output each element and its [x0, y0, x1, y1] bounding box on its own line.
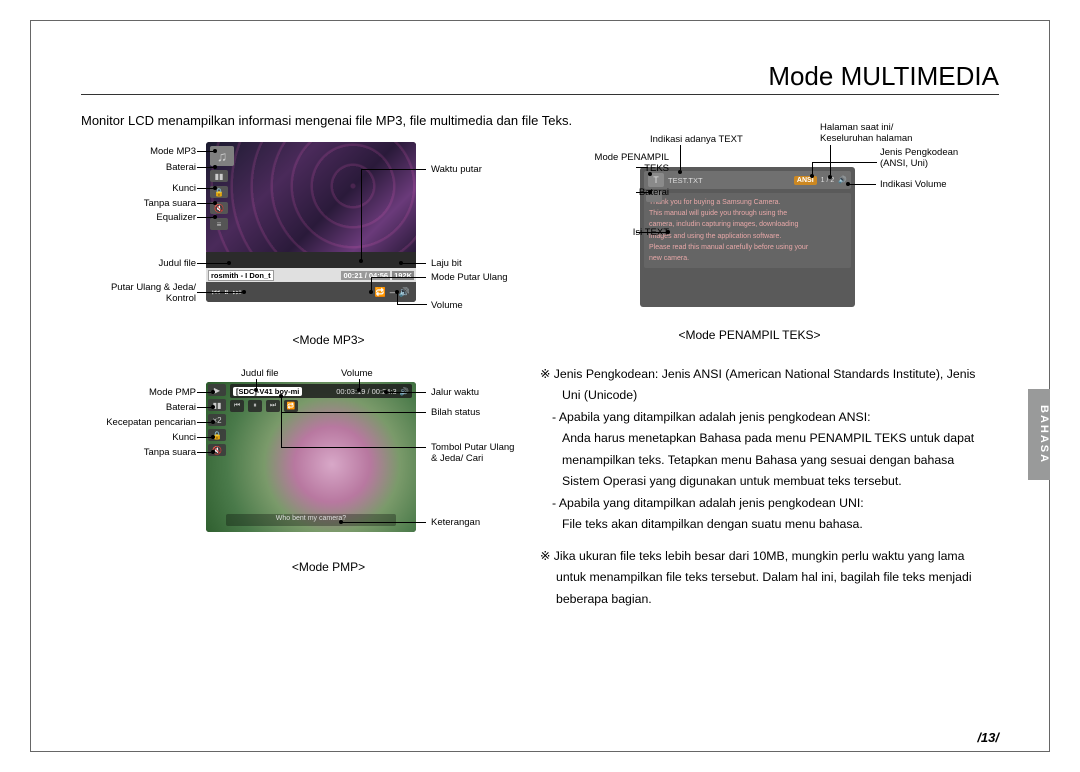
lbl-volume: Volume: [431, 300, 463, 311]
lbl-pausesearch: & Jeda/ Cari: [431, 453, 483, 464]
note-line: Anda harus menetapkan Bahasa pada menu P…: [562, 431, 974, 445]
mp3-time: 00:21 / 04:56: [341, 271, 390, 280]
lbl-encoding2: (ANSI, Uni): [880, 158, 928, 169]
lbl-statusbar: Bilah status: [431, 407, 480, 418]
pmp-filename: [SDC]-V41 boy-mi: [233, 387, 302, 396]
pmp-pause-icon: ⏸: [248, 400, 262, 412]
txt-line: This manual will guide you through using…: [649, 208, 846, 219]
lbl-file: Judul file: [159, 258, 197, 269]
txt-line: Thank you for buying a Samsung Camera.: [649, 197, 846, 208]
lbl-bitrate: Laju bit: [431, 258, 462, 269]
mp3-diagram: ♫ ▮▮ 🔒 🔇 ≡ rosmith - I Don_t 00:21 / 04:…: [81, 142, 516, 327]
lbl-mp3-mode: Mode MP3: [150, 146, 196, 157]
lbl-control: Kontrol: [166, 293, 196, 304]
battery-icon: ▮▮: [210, 170, 228, 182]
txt-body: Thank you for buying a Samsung Camera. T…: [644, 193, 851, 268]
lbl-repeatplay: Tombol Putar Ulang: [431, 442, 514, 453]
pmp-diagram: ▶ ▮▮ ×2 🔒 🔇 [SDC]-V41 boy-mi 00:03:19 / …: [81, 382, 516, 552]
pmp-subtitle: Who bent my camera?: [226, 514, 396, 526]
lbl-curpage: Halaman saat ini/: [820, 122, 893, 133]
note-line: Uni (Unicode): [562, 388, 637, 402]
mp3-bitrate: 192K: [392, 271, 414, 280]
lbl-pmp-speed: Kecepatan pencarian: [106, 417, 196, 428]
lbl-replay: Putar Ulang & Jeda/: [111, 282, 196, 293]
encoding-notes: ※ Jenis Pengkodean: Jenis ANSI (American…: [540, 366, 999, 608]
lbl-pmp-volume: Volume: [341, 368, 373, 379]
note-line: - Apabila yang ditampilkan adalah jenis …: [552, 410, 871, 424]
txt-line: new camera.: [649, 253, 846, 264]
txt-header: T TEST.TXT ANSI 1 / 2 🔊: [644, 171, 851, 189]
page-title: Mode MULTIMEDIA: [81, 61, 999, 95]
lbl-pmp-file: Judul file: [241, 368, 279, 379]
txt-line: images and using the application softwar…: [649, 231, 846, 242]
lbl-encoding: Jenis Pengkodean: [880, 147, 958, 158]
lbl-pmp-mute: Tanpa suara: [144, 447, 196, 458]
txt-screen: T TEST.TXT ANSI 1 / 2 🔊 Thank you for bu…: [640, 167, 855, 307]
txt-line: camera, includin capturing images, downl…: [649, 219, 846, 230]
mp3-screen: ♫ ▮▮ 🔒 🔇 ≡ rosmith - I Don_t 00:21 / 04:…: [206, 142, 416, 302]
lbl-playtime: Waktu putar: [431, 164, 482, 175]
pmp-prev-icon: ⏮: [230, 400, 244, 412]
mp3-art: [206, 142, 416, 252]
lbl-allpage: Keseluruhan halaman: [820, 133, 912, 144]
mp3-song-title: rosmith - I Don_t: [208, 270, 274, 281]
note-line: ※ Jika ukuran file teks lebih besar dari…: [540, 549, 965, 563]
note-line: untuk menampilkan file teks tersebut. Da…: [556, 570, 972, 584]
repeat-icon: 🔁: [375, 287, 386, 298]
pmp-caption: <Mode PMP>: [141, 560, 516, 574]
txt-line: Please read this manual carefully before…: [649, 242, 846, 253]
lbl-pmp-battery: Baterai: [166, 402, 196, 413]
txt-filename: TEST.TXT: [668, 176, 703, 185]
txt-caption: <Mode PENAMPIL TEKS>: [500, 328, 999, 342]
page-frame: BAHASA /13/ Mode MULTIMEDIA Monitor LCD …: [30, 20, 1050, 752]
lbl-caption: Keterangan: [431, 517, 480, 528]
lbl-txt-mode: Mode PENAMPIL: [595, 152, 669, 163]
note-line: menampilkan teks. Tetapkan menu Bahasa y…: [562, 453, 954, 467]
mp3-caption: <Mode MP3>: [141, 333, 516, 347]
vol-icon: —🔊: [390, 287, 410, 298]
page-number: /13/: [977, 730, 999, 745]
pmp-screen: ▶ ▮▮ ×2 🔒 🔇 [SDC]-V41 boy-mi 00:03:19 / …: [206, 382, 416, 532]
lbl-lock: Kunci: [172, 183, 196, 194]
lbl-repeat: Mode Putar Ulang: [431, 272, 508, 283]
lbl-pmp-mode: Mode PMP: [149, 387, 196, 398]
lbl-volind: Indikasi Volume: [880, 179, 947, 190]
pmp-repeat-icon: 🔁: [284, 400, 298, 412]
note-line: - Apabila yang ditampilkan adalah jenis …: [552, 496, 864, 510]
side-tab: BAHASA: [1028, 389, 1050, 480]
lbl-battery: Baterai: [166, 162, 196, 173]
txt-diagram: T TEST.TXT ANSI 1 / 2 🔊 Thank you for bu…: [540, 142, 999, 322]
lbl-mute: Tanpa suara: [144, 198, 196, 209]
lbl-pmp-lock: Kunci: [172, 432, 196, 443]
pmp-vol-icon: 🔊: [400, 387, 409, 396]
lbl-text-ind: Indikasi adanya TEXT: [650, 134, 743, 145]
pmp-next-icon: ⏭: [266, 400, 280, 412]
note-line: Sistem Operasi yang digunakan untuk memb…: [562, 474, 902, 488]
note-line: beberapa bagian.: [556, 592, 652, 606]
lbl-timetrack: Jalur waktu: [431, 387, 479, 398]
note-line: ※ Jenis Pengkodean: Jenis ANSI (American…: [540, 367, 975, 381]
lbl-eq: Equalizer: [156, 212, 196, 223]
note-line: File teks akan ditampilkan dengan suatu …: [562, 517, 863, 531]
eq-icon: ≡: [210, 218, 228, 230]
mp3-info-bar: rosmith - I Don_t 00:21 / 04:56 192K: [206, 268, 416, 282]
pmp-controls: ⏮ ⏸ ⏭ 🔁: [230, 400, 298, 412]
